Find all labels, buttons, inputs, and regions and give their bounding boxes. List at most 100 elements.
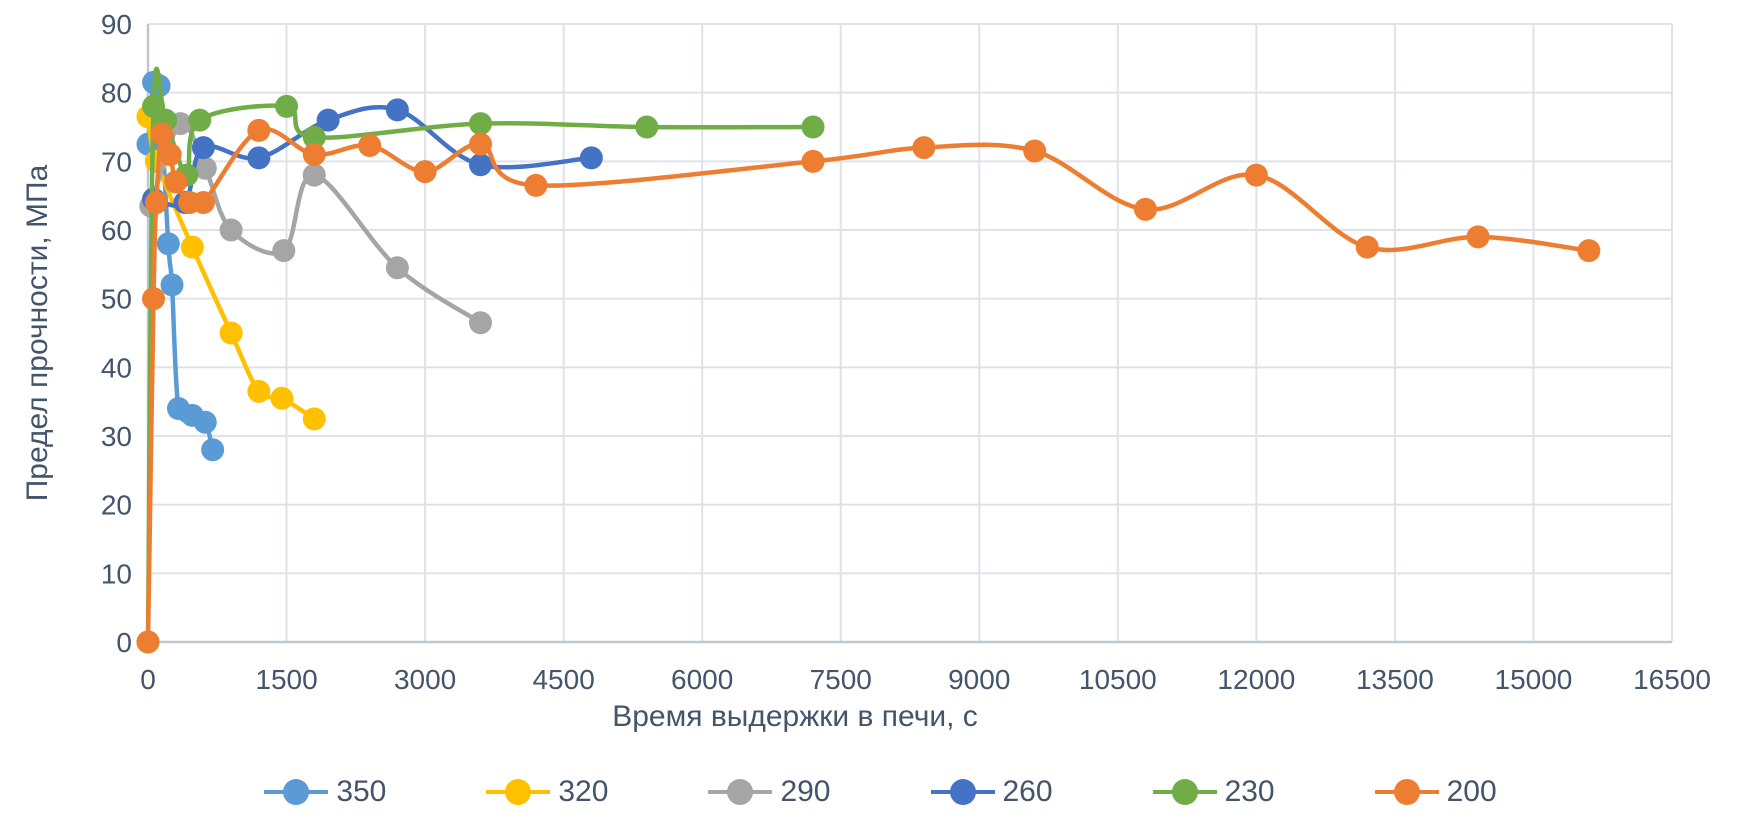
data-point-marker: [469, 132, 493, 156]
axes: [146, 24, 1672, 644]
x-tick-label: 16500: [1633, 664, 1711, 695]
legend-marker-icon: [486, 778, 551, 806]
data-point-marker: [579, 146, 603, 170]
legend-marker-icon: [930, 778, 995, 806]
y-tick-label: 90: [101, 9, 132, 40]
data-point-marker: [193, 410, 217, 434]
data-point-marker: [385, 256, 409, 280]
data-point-marker: [302, 163, 326, 187]
data-point-marker: [469, 153, 493, 177]
x-tick-label: 3000: [394, 664, 456, 695]
y-tick-label: 70: [101, 146, 132, 177]
legend-label: 230: [1224, 775, 1275, 808]
data-point-marker: [247, 118, 271, 142]
data-point-marker: [191, 136, 215, 160]
series-line: [145, 126, 1592, 645]
y-tick-label: 10: [101, 558, 132, 589]
legend-item-320: 320: [486, 775, 608, 809]
y-tick-label: 30: [101, 421, 132, 452]
x-tick-label: 13500: [1356, 664, 1434, 695]
x-tick-label: 9000: [948, 664, 1010, 695]
data-point-marker: [272, 239, 296, 263]
data-point-marker: [1355, 235, 1379, 259]
data-point-marker: [302, 407, 326, 431]
data-point-marker: [156, 232, 180, 256]
legend-label: 350: [336, 775, 387, 808]
data-point-marker: [385, 98, 409, 122]
data-point-marker: [247, 146, 271, 170]
x-axis-title: Время выдержки в печи, с: [612, 700, 978, 733]
x-tick-label: 4500: [532, 664, 594, 695]
legend-label: 200: [1446, 775, 1497, 808]
data-point-marker: [358, 134, 382, 158]
legend-label: 320: [558, 775, 609, 808]
legend-marker-icon: [708, 778, 773, 806]
gridlines: [148, 23, 1673, 642]
y-axis-title: Предел прочности, МПа: [21, 164, 54, 502]
legend-item-230: 230: [1152, 775, 1275, 809]
data-point-marker: [524, 173, 548, 197]
x-tick-label: 1500: [255, 664, 317, 695]
data-point-marker: [1466, 225, 1490, 249]
legend-item-350: 350: [264, 775, 386, 809]
legend-label: 260: [1002, 775, 1053, 808]
x-tick-label: 7500: [810, 664, 872, 695]
data-point-marker: [469, 311, 493, 335]
series-230: [136, 66, 825, 654]
series-line: [145, 66, 816, 645]
x-tick-label: 0: [140, 664, 156, 695]
data-point-marker: [1023, 139, 1047, 163]
data-point-marker: [219, 218, 243, 242]
data-point-marker: [164, 170, 188, 194]
data-point-marker: [1244, 163, 1268, 187]
legend-marker-icon: [1152, 778, 1217, 806]
data-point-marker: [193, 156, 217, 180]
data-point-marker: [158, 142, 182, 166]
x-tick-label: 6000: [671, 664, 733, 695]
legend-marker-icon: [264, 778, 329, 806]
data-point-marker: [912, 136, 936, 160]
y-tick-label: 20: [101, 490, 132, 521]
y-tick-label: 50: [101, 284, 132, 315]
x-tick-label: 10500: [1079, 664, 1157, 695]
legend-item-200: 200: [1374, 775, 1497, 809]
y-tick-label: 80: [101, 78, 132, 109]
data-point-marker: [1134, 197, 1158, 221]
data-point-marker: [191, 191, 215, 215]
data-point-marker: [469, 112, 493, 136]
x-tick-label: 15000: [1495, 664, 1573, 695]
data-point-marker: [801, 115, 825, 139]
data-point-marker: [188, 108, 212, 132]
data-point-marker: [144, 191, 168, 215]
data-point-marker: [635, 115, 659, 139]
y-tick-label: 60: [101, 215, 132, 246]
data-point-marker: [219, 321, 243, 345]
y-tick-label: 40: [101, 352, 132, 383]
data-point-marker: [275, 94, 299, 118]
series-200: [136, 118, 1601, 654]
data-point-marker: [142, 287, 166, 311]
data-point-marker: [136, 630, 160, 654]
x-tick-label: 12000: [1217, 664, 1295, 695]
legend-item-260: 260: [930, 775, 1053, 809]
data-point-marker: [801, 149, 825, 173]
legend-label: 290: [780, 775, 831, 808]
legend-marker-icon: [1374, 778, 1439, 806]
legend: 350 320 290 260 230 200: [0, 775, 1761, 809]
tick-labels: 0 10 20 30 40 50 60 70 80 90 0 1500 3000 4500 6000 7500…: [101, 9, 1711, 695]
data-point-marker: [413, 160, 437, 184]
legend-item-290: 290: [708, 775, 831, 809]
data-point-marker: [316, 108, 340, 132]
data-point-marker: [150, 122, 174, 146]
data-point-marker: [1577, 239, 1601, 263]
data-point-marker: [160, 273, 184, 297]
series-290: [139, 112, 493, 335]
data-point-marker: [180, 235, 204, 259]
data-point-marker: [201, 438, 225, 462]
data-point-marker: [302, 142, 326, 166]
data-point-marker: [247, 379, 271, 403]
data-point-marker: [270, 386, 294, 410]
data-point-marker: [302, 125, 326, 149]
